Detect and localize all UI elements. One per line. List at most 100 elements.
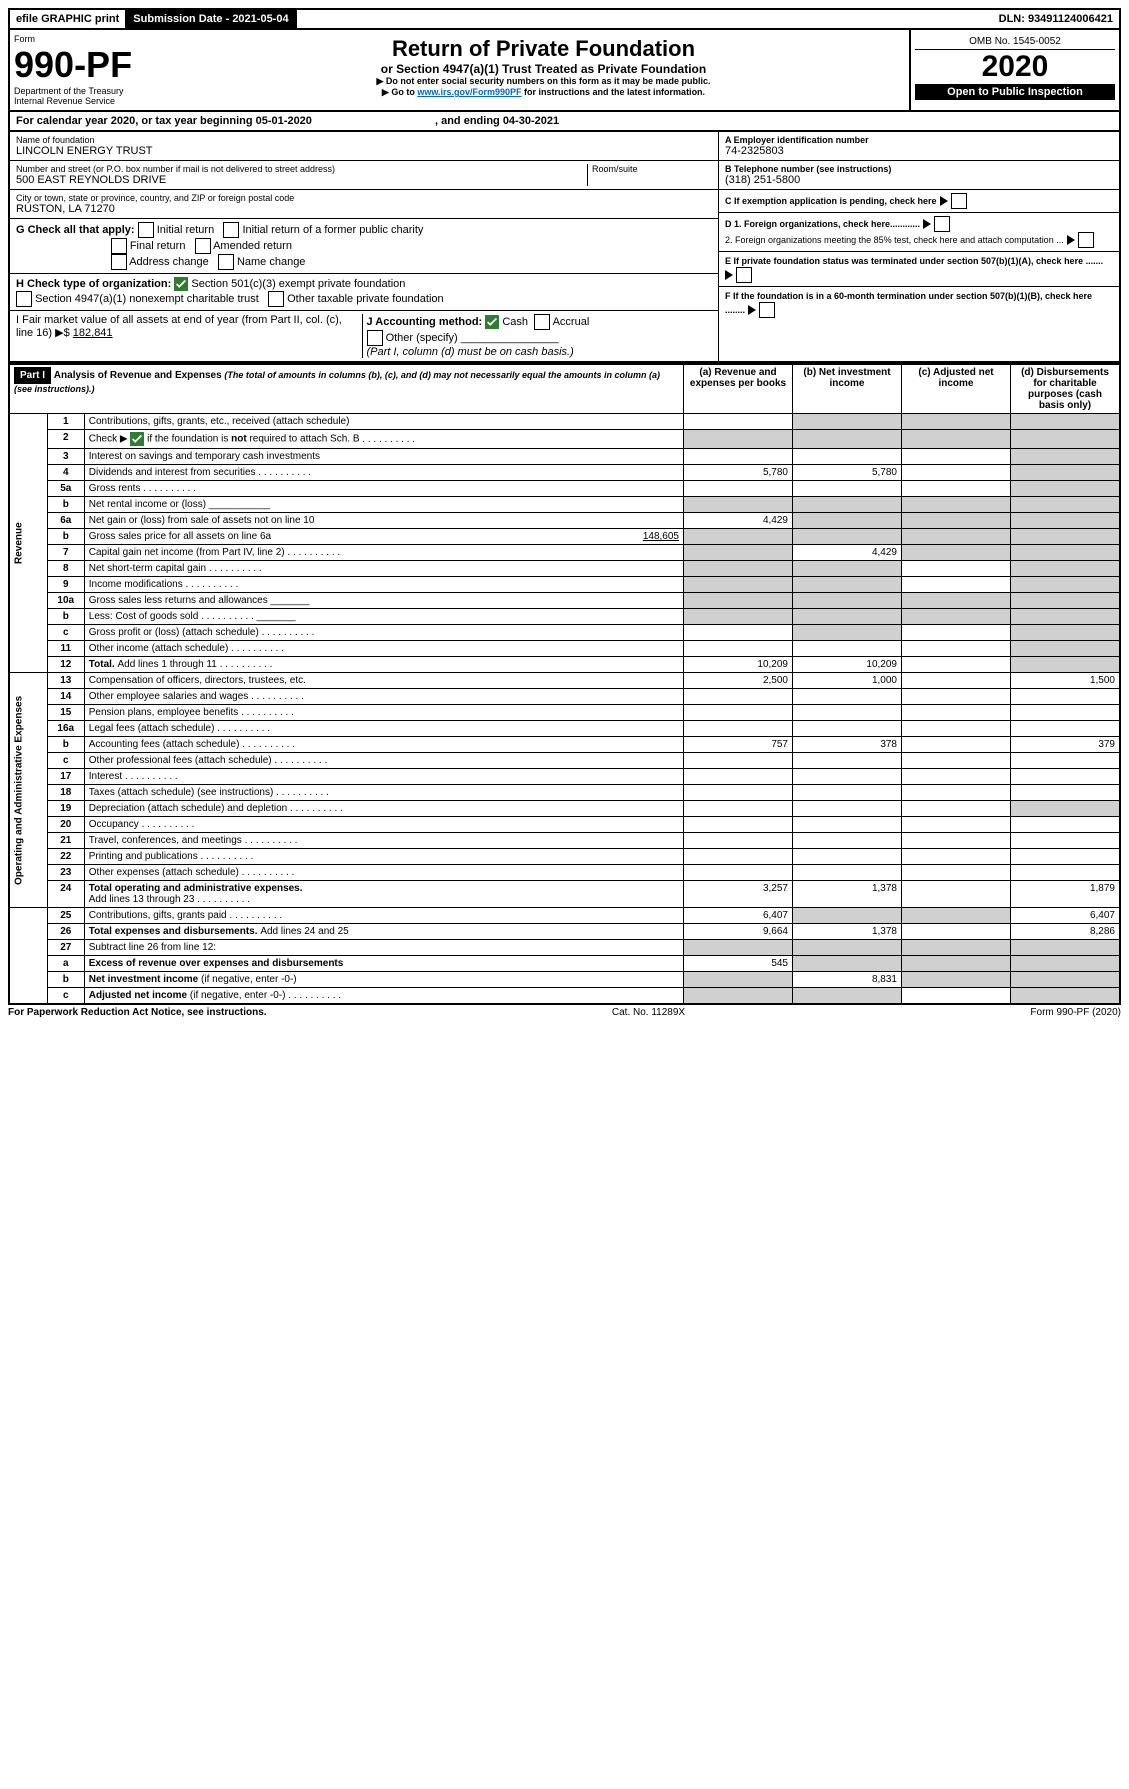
c-label: C If exemption application is pending, c… xyxy=(725,196,937,206)
h-row: H Check type of organization: Section 50… xyxy=(10,274,718,311)
info-left: Name of foundation LINCOLN ENERGY TRUST … xyxy=(10,132,718,361)
b-label: B Telephone number (see instructions) xyxy=(725,164,1113,174)
row-4: 4Dividends and interest from securities5… xyxy=(9,465,1120,481)
row-10a: 10aGross sales less returns and allowanc… xyxy=(9,593,1120,609)
row-8: 8Net short-term capital gain xyxy=(9,561,1120,577)
row-27c: cAdjusted net income (if negative, enter… xyxy=(9,988,1120,1005)
checkbox-d2[interactable] xyxy=(1078,232,1094,248)
row-16c: cOther professional fees (attach schedul… xyxy=(9,753,1120,769)
row-5a: 5aGross rents xyxy=(9,481,1120,497)
checkbox-initial[interactable] xyxy=(138,222,154,238)
row-5b: bNet rental income or (loss) ___________ xyxy=(9,497,1120,513)
checkbox-other-method[interactable] xyxy=(367,330,383,346)
part1-table: Part I Analysis of Revenue and Expenses … xyxy=(8,363,1121,1005)
row-19: 19Depreciation (attach schedule) and dep… xyxy=(9,801,1120,817)
checkmark-icon xyxy=(130,432,144,446)
submission-date: Submission Date - 2021-05-04 xyxy=(127,10,296,28)
row-14: 14Other employee salaries and wages xyxy=(9,689,1120,705)
row-16a: 16aLegal fees (attach schedule) xyxy=(9,721,1120,737)
f-label: F If the foundation is in a 60-month ter… xyxy=(725,291,1092,315)
ein: 74-2325803 xyxy=(725,145,1113,157)
goto-link[interactable]: www.irs.gov/Form990PF xyxy=(417,87,521,97)
room-label: Room/suite xyxy=(592,164,712,174)
checkbox-e[interactable] xyxy=(736,267,752,283)
row-7: 7Capital gain net income (from Part IV, … xyxy=(9,545,1120,561)
row-10c: cGross profit or (loss) (attach schedule… xyxy=(9,625,1120,641)
year: 2020 xyxy=(915,50,1115,84)
footer: For Paperwork Reduction Act Notice, see … xyxy=(8,1005,1121,1020)
row-11: 11Other income (attach schedule) xyxy=(9,641,1120,657)
row-9: 9Income modifications xyxy=(9,577,1120,593)
fmv-value: 182,841 xyxy=(73,327,113,339)
city-label: City or town, state or province, country… xyxy=(16,193,712,203)
checkbox-d1[interactable] xyxy=(934,216,950,232)
checkbox-final[interactable] xyxy=(111,238,127,254)
checkmark-icon xyxy=(174,277,188,291)
row-26: 26Total expenses and disbursements. Add … xyxy=(9,924,1120,940)
row-18: 18Taxes (attach schedule) (see instructi… xyxy=(9,785,1120,801)
header-left: Form 990-PF Department of the Treasury I… xyxy=(10,30,178,110)
checkbox-other-tax[interactable] xyxy=(268,291,284,307)
row-24: 24Total operating and administrative exp… xyxy=(9,881,1120,908)
checkbox-c[interactable] xyxy=(951,193,967,209)
calendar-bar: For calendar year 2020, or tax year begi… xyxy=(8,112,1121,132)
warn: ▶ Do not enter social security numbers o… xyxy=(184,76,903,87)
row-16b: bAccounting fees (attach schedule)757378… xyxy=(9,737,1120,753)
row-21: 21Travel, conferences, and meetings xyxy=(9,833,1120,849)
info-right: A Employer identification number74-23258… xyxy=(718,132,1119,361)
top-bar: efile GRAPHIC print Submission Date - 20… xyxy=(8,8,1121,30)
main-title: Return of Private Foundation xyxy=(184,36,903,62)
row-6a: 6aNet gain or (loss) from sale of assets… xyxy=(9,513,1120,529)
foundation-name: LINCOLN ENERGY TRUST xyxy=(16,145,712,157)
open-inspection: Open to Public Inspection xyxy=(915,84,1115,100)
efile-label: efile GRAPHIC print xyxy=(10,10,127,28)
row-13: Operating and Administrative Expenses13C… xyxy=(9,673,1120,689)
row-6b: bGross sales price for all assets on lin… xyxy=(9,529,1120,545)
checkbox-accrual[interactable] xyxy=(534,314,550,330)
checkbox-initial-former[interactable] xyxy=(223,222,239,238)
row-23: 23Other expenses (attach schedule) xyxy=(9,865,1120,881)
arrow-icon xyxy=(748,305,756,315)
e-label: E If private foundation status was termi… xyxy=(725,256,1103,266)
row-22: 22Printing and publications xyxy=(9,849,1120,865)
row-1: Revenue1Contributions, gifts, grants, et… xyxy=(9,414,1120,430)
checkbox-address[interactable] xyxy=(111,254,127,270)
part1-badge: Part I xyxy=(14,367,51,384)
row-15: 15Pension plans, employee benefits xyxy=(9,705,1120,721)
city: RUSTON, LA 71270 xyxy=(16,203,712,215)
checkbox-f[interactable] xyxy=(759,302,775,318)
dln: DLN: 93491124006421 xyxy=(993,10,1119,28)
phone: (318) 251-5800 xyxy=(725,174,1113,186)
col-a: (a) Revenue and expenses per books xyxy=(684,364,793,414)
addr: 500 EAST REYNOLDS DRIVE xyxy=(16,174,587,186)
addr-label: Number and street (or P.O. box number if… xyxy=(16,164,587,174)
row-17: 17Interest xyxy=(9,769,1120,785)
checkbox-amended[interactable] xyxy=(195,238,211,254)
form-word: Form xyxy=(14,34,174,44)
omb: OMB No. 1545-0052 xyxy=(915,34,1115,50)
irs: Internal Revenue Service xyxy=(14,96,174,106)
row-12: 12Total. Add lines 1 through 1110,20910,… xyxy=(9,657,1120,673)
d1-label: D 1. Foreign organizations, check here..… xyxy=(725,219,920,229)
col-d: (d) Disbursements for charitable purpose… xyxy=(1011,364,1121,414)
d2-label: 2. Foreign organizations meeting the 85%… xyxy=(725,235,1064,245)
expense-vlabel: Operating and Administrative Expenses xyxy=(9,673,47,908)
footer-mid: Cat. No. 11289X xyxy=(612,1007,685,1018)
row-27a: aExcess of revenue over expenses and dis… xyxy=(9,956,1120,972)
row-2: 2Check ▶ if the foundation is not requir… xyxy=(9,430,1120,449)
checkbox-name[interactable] xyxy=(218,254,234,270)
footer-left: For Paperwork Reduction Act Notice, see … xyxy=(8,1007,267,1018)
dept: Department of the Treasury xyxy=(14,86,174,96)
checkbox-4947[interactable] xyxy=(16,291,32,307)
arrow-icon xyxy=(940,196,948,206)
col-b: (b) Net investment income xyxy=(793,364,902,414)
form-number: 990-PF xyxy=(14,44,174,86)
row-27b: bNet investment income (if negative, ent… xyxy=(9,972,1120,988)
arrow-icon xyxy=(1067,235,1075,245)
row-3: 3Interest on savings and temporary cash … xyxy=(9,449,1120,465)
row-20: 20Occupancy xyxy=(9,817,1120,833)
sub-title: or Section 4947(a)(1) Trust Treated as P… xyxy=(184,62,903,76)
goto-line: ▶ Go to www.irs.gov/Form990PF for instru… xyxy=(184,87,903,98)
row-10b: bLess: Cost of goods sold _______ xyxy=(9,609,1120,625)
ij-row: I Fair market value of all assets at end… xyxy=(10,311,718,361)
